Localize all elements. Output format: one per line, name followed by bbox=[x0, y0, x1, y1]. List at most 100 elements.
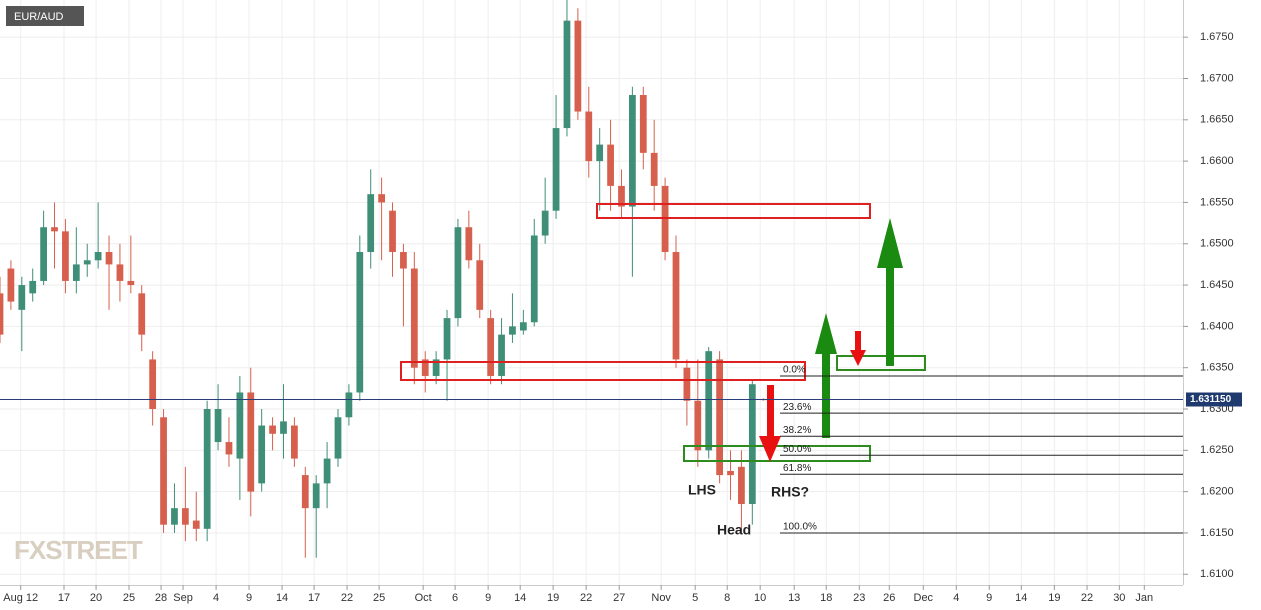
fib-label: 0.0% bbox=[783, 365, 806, 376]
candle-body bbox=[738, 466, 745, 505]
candle-body bbox=[280, 421, 287, 434]
candle-body bbox=[192, 520, 200, 529]
x-tick-label: Oct bbox=[415, 592, 432, 604]
x-tick-label: Jan bbox=[1135, 592, 1153, 604]
y-tick-label: 1.6200 bbox=[1200, 486, 1234, 498]
candle-body bbox=[563, 20, 571, 129]
y-tick-label: 1.6750 bbox=[1200, 31, 1234, 43]
x-tick-label: Aug 12 bbox=[3, 592, 38, 604]
y-axis-panel bbox=[1183, 0, 1261, 610]
x-tick-label: 20 bbox=[90, 592, 102, 604]
annotation: LHS bbox=[688, 482, 716, 498]
x-tick-label: 25 bbox=[123, 592, 135, 604]
y-tick-label: 1.6400 bbox=[1200, 320, 1234, 332]
x-tick-label: 26 bbox=[883, 592, 895, 604]
candle-body bbox=[519, 322, 527, 331]
x-tick-label: 17 bbox=[58, 592, 70, 604]
x-tick-label: Nov bbox=[651, 592, 671, 604]
axes: 1.61001.61501.62001.62501.63001.63501.64… bbox=[0, 31, 1242, 604]
candle-body bbox=[356, 252, 364, 393]
x-tick-label: 9 bbox=[485, 592, 491, 604]
candle-body bbox=[236, 392, 244, 459]
candle-body bbox=[149, 359, 157, 410]
candle-body bbox=[171, 508, 178, 525]
x-tick-label: 14 bbox=[514, 592, 526, 604]
candle-body bbox=[0, 293, 4, 335]
x-tick-label: 14 bbox=[1015, 592, 1027, 604]
y-tick-label: 1.6150 bbox=[1200, 527, 1234, 539]
watermark: FXSTREET bbox=[14, 535, 143, 565]
candle-body bbox=[432, 359, 440, 376]
x-tick-label: 9 bbox=[986, 592, 992, 604]
y-tick-label: 1.6350 bbox=[1200, 362, 1234, 374]
down-arrow bbox=[759, 385, 781, 462]
y-tick-label: 1.6450 bbox=[1200, 279, 1234, 291]
x-tick-label: 27 bbox=[613, 592, 625, 604]
fib-label: 100.0% bbox=[783, 522, 817, 533]
x-tick-label: 19 bbox=[547, 592, 559, 604]
candle-body bbox=[410, 268, 418, 368]
zones bbox=[400, 203, 926, 462]
candle-body bbox=[541, 210, 549, 236]
candle-body bbox=[639, 95, 647, 153]
x-tick-label: Dec bbox=[914, 592, 934, 604]
plot-area bbox=[0, 0, 1183, 585]
candle-body bbox=[618, 185, 625, 207]
candle-body bbox=[225, 442, 233, 455]
candle-body bbox=[72, 264, 80, 281]
y-tick-label: 1.6650 bbox=[1200, 114, 1234, 126]
x-tick-label: 9 bbox=[246, 592, 252, 604]
x-tick-label: 5 bbox=[692, 592, 698, 604]
y-tick-label: 1.6250 bbox=[1200, 444, 1234, 456]
candle-body bbox=[389, 210, 396, 253]
candle-body bbox=[105, 252, 113, 265]
support-zone bbox=[683, 445, 871, 462]
x-tick-label: 19 bbox=[1048, 592, 1060, 604]
symbol-badge bbox=[6, 6, 84, 26]
candle-body bbox=[683, 367, 691, 401]
support-zone bbox=[836, 355, 926, 371]
y-tick-label: 1.6600 bbox=[1200, 155, 1234, 167]
resistance-zone bbox=[400, 361, 806, 381]
y-tick-label: 1.6100 bbox=[1200, 568, 1234, 580]
candle-body bbox=[716, 359, 723, 476]
x-tick-label: 22 bbox=[341, 592, 353, 604]
candles bbox=[0, 0, 767, 558]
x-tick-label: 4 bbox=[953, 592, 959, 604]
candle-body bbox=[258, 425, 266, 484]
x-tick-label: 28 bbox=[155, 592, 167, 604]
last-price-badge bbox=[1186, 392, 1242, 407]
candle-body bbox=[116, 264, 124, 281]
candle-body bbox=[138, 293, 146, 335]
candle-body bbox=[487, 318, 495, 376]
candle-body bbox=[160, 417, 167, 525]
candle-body bbox=[421, 359, 429, 376]
candle-body bbox=[629, 95, 636, 207]
candle-body bbox=[94, 252, 102, 261]
fib-label: 23.6% bbox=[783, 402, 811, 413]
candle-body bbox=[334, 417, 342, 459]
candle-body bbox=[498, 334, 505, 376]
candle-body bbox=[18, 285, 26, 310]
candle-body bbox=[83, 260, 91, 265]
candle-body bbox=[476, 260, 484, 310]
x-tick-label: 22 bbox=[580, 592, 592, 604]
symbol: EUR/AUD bbox=[14, 11, 64, 23]
candle-body bbox=[345, 392, 353, 418]
fibonacci: 0.0% 23.6% 38.2% 50.0% 61.8% 100.0% bbox=[780, 365, 1183, 534]
candle-body bbox=[443, 318, 451, 360]
fib-label: 50.0% bbox=[783, 444, 811, 455]
x-tick-label: 22 bbox=[1081, 592, 1093, 604]
candle-body bbox=[585, 111, 593, 162]
candle-body bbox=[650, 152, 658, 186]
candle-body bbox=[127, 280, 135, 286]
x-tick-label: 18 bbox=[820, 592, 832, 604]
annotation: Head bbox=[717, 522, 751, 538]
candle-body bbox=[7, 268, 15, 302]
fib-label: 61.8% bbox=[783, 463, 811, 474]
candle-body bbox=[727, 470, 734, 476]
x-tick-label: 8 bbox=[724, 592, 730, 604]
x-tick-label: 13 bbox=[788, 592, 800, 604]
candle-body bbox=[530, 235, 538, 323]
